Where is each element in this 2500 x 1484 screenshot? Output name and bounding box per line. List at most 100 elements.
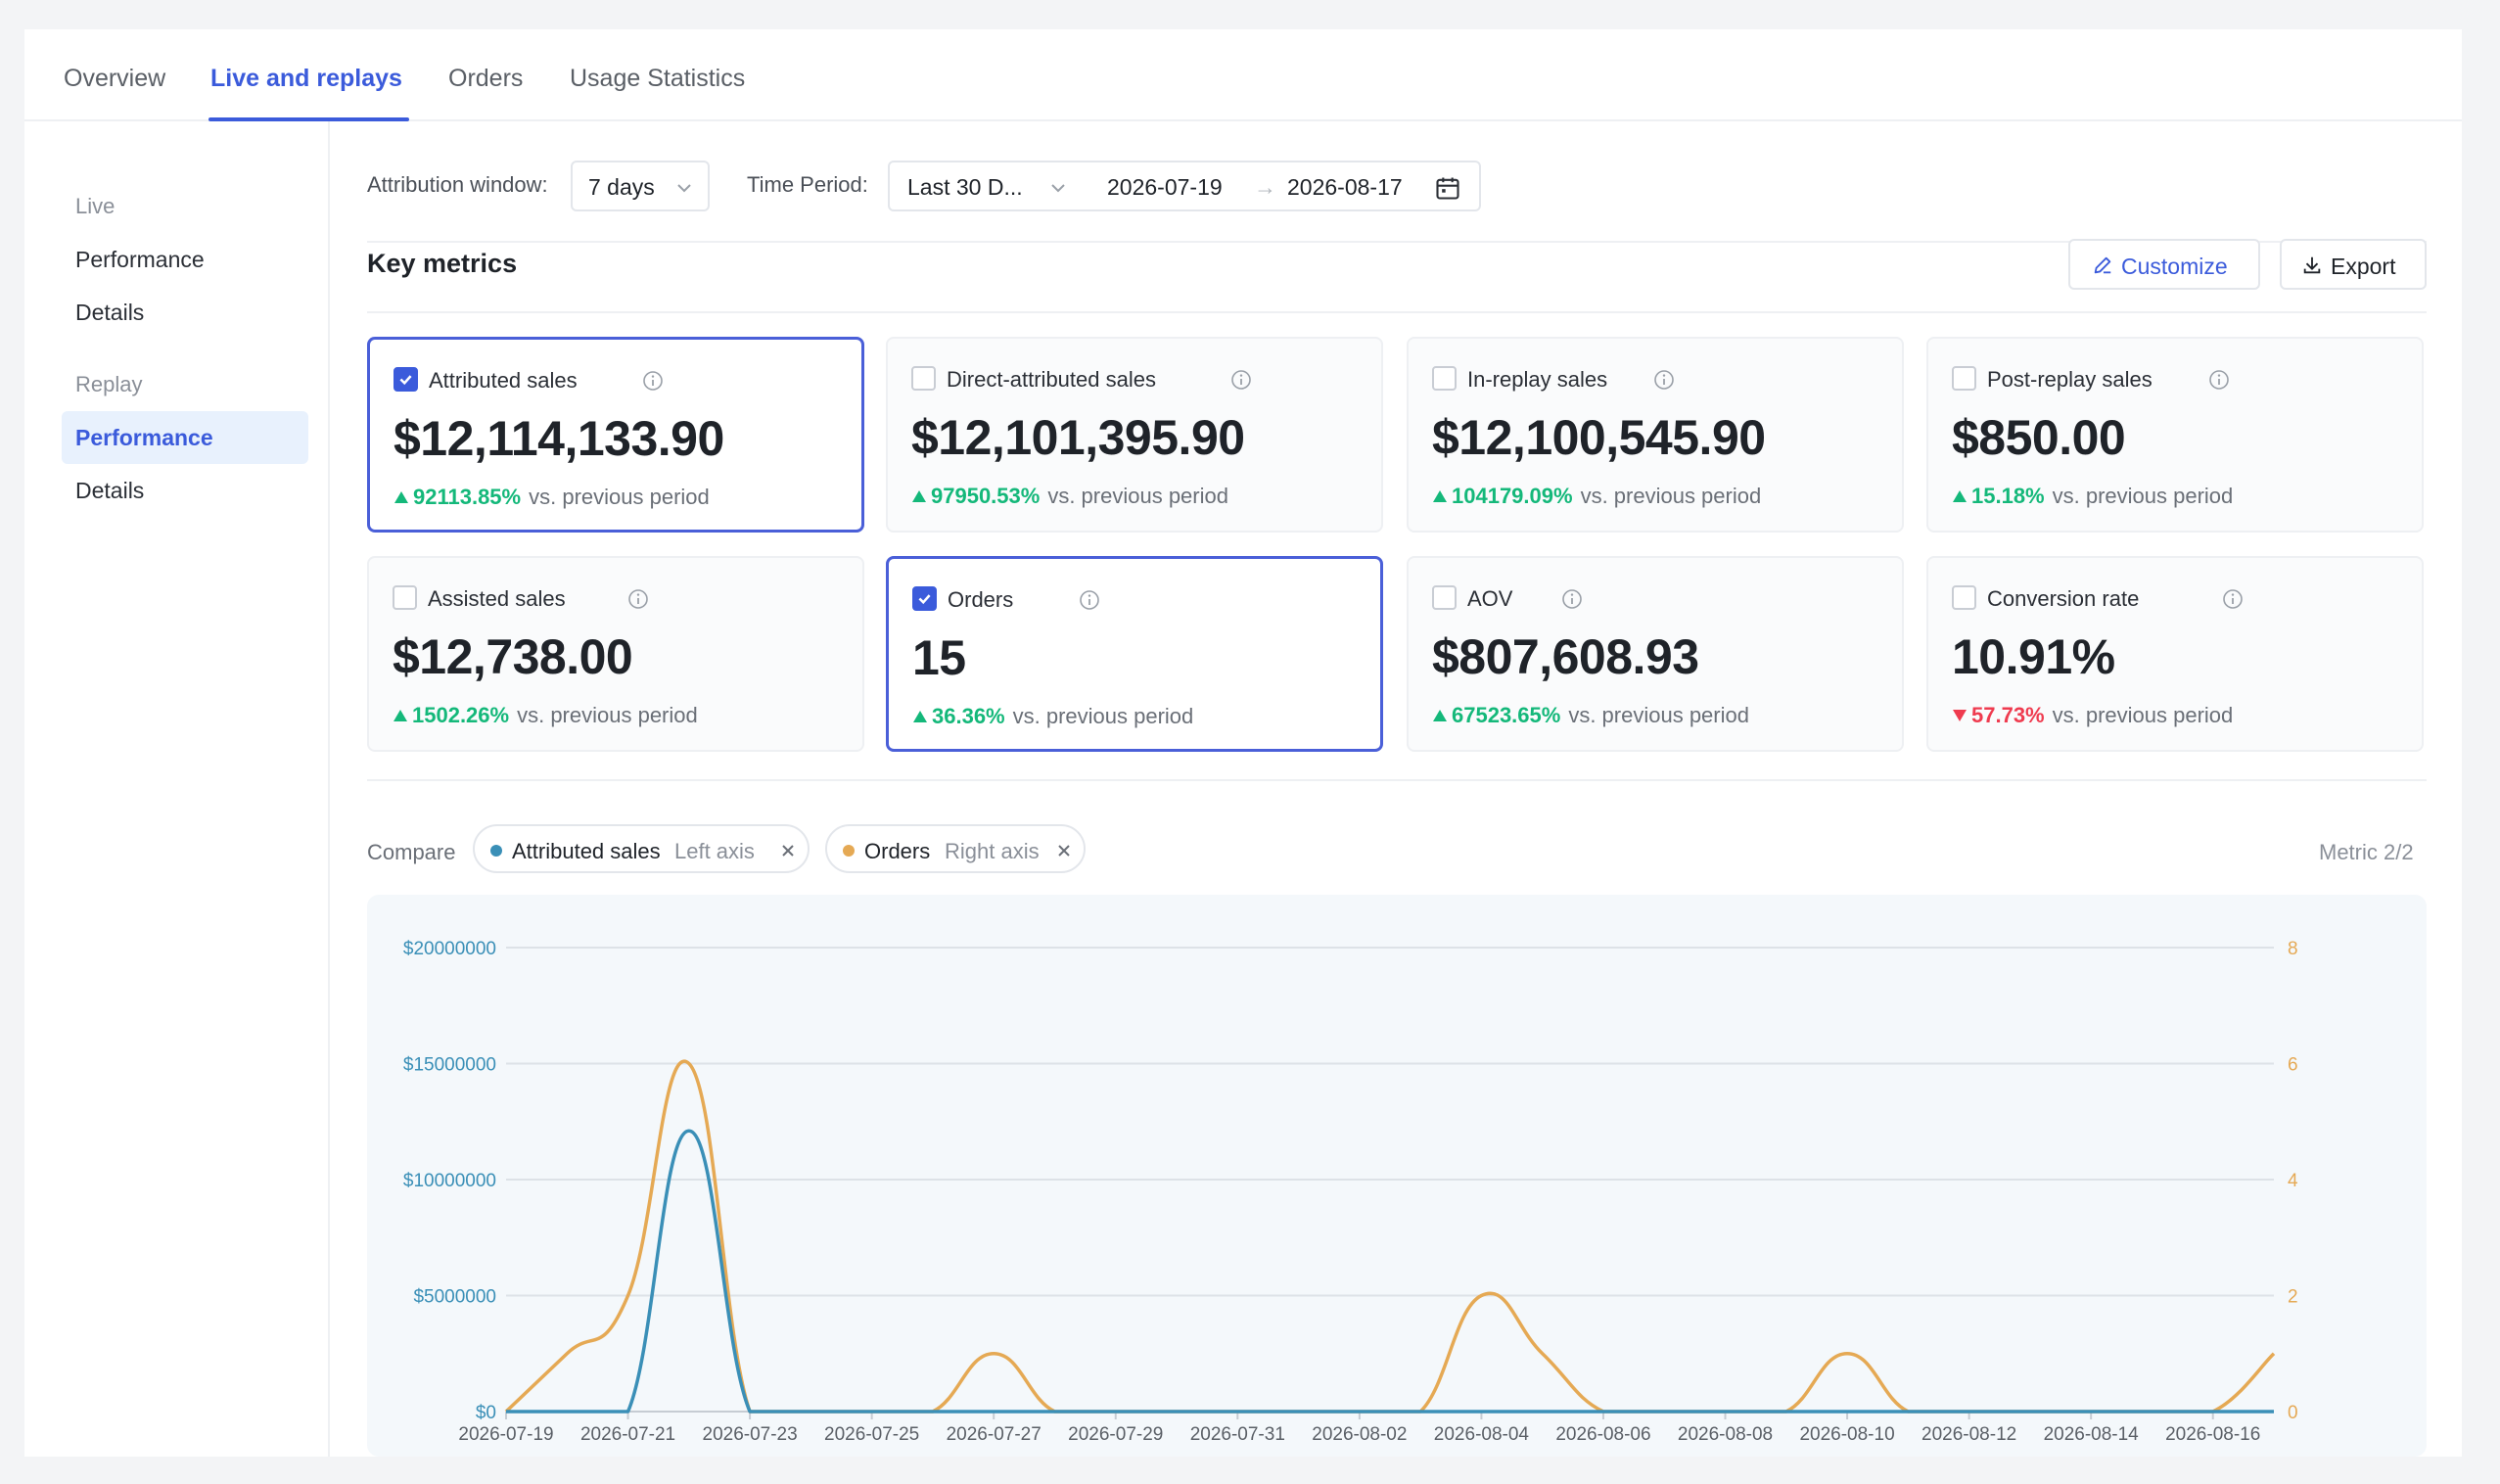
metric-label: In-replay sales xyxy=(1467,367,1608,392)
download-icon xyxy=(2303,256,2321,274)
vs-previous-period: vs. previous period xyxy=(529,485,710,509)
sidebar-group-live: Live xyxy=(75,194,116,218)
time-period-value[interactable]: Last 30 D... xyxy=(907,174,1023,200)
checkbox[interactable] xyxy=(1952,585,1976,610)
series-color-dot xyxy=(490,845,502,857)
close-icon[interactable] xyxy=(1054,841,1074,860)
x-tick-label: 2026-07-23 xyxy=(703,1424,798,1445)
y-left-tick-label: $0 xyxy=(476,1403,496,1423)
close-icon[interactable] xyxy=(778,841,798,860)
metric-change: 1502.26% vs. previous period xyxy=(393,703,698,728)
metric-change: 15.18% vs. previous period xyxy=(1952,484,2233,509)
checkbox-checked[interactable] xyxy=(912,586,937,611)
x-tick-label: 2026-07-21 xyxy=(580,1424,675,1445)
info-icon[interactable] xyxy=(2222,588,2244,610)
sidebar-item-live-performance[interactable]: Performance xyxy=(75,247,205,272)
metric-card[interactable]: Orders 15 36.36% vs. previous period xyxy=(886,556,1383,752)
x-tick-label: 2026-08-08 xyxy=(1678,1424,1773,1445)
vs-previous-period: vs. previous period xyxy=(1568,703,1749,727)
compare-chip-orders[interactable]: Orders Right axis xyxy=(825,824,1086,873)
metric-card[interactable]: In-replay sales $12,100,545.90 104179.09% v… xyxy=(1407,337,1904,533)
export-button[interactable]: Export xyxy=(2280,239,2427,290)
checkmark-icon xyxy=(918,594,931,605)
date-end[interactable]: 2026-08-17 xyxy=(1287,174,1403,200)
tab-overview[interactable]: Overview xyxy=(64,65,166,92)
pencil-icon xyxy=(2094,256,2111,274)
vs-previous-period: vs. previous period xyxy=(517,703,698,727)
metric-label: Direct-attributed sales xyxy=(947,367,1156,392)
checkbox[interactable] xyxy=(911,366,936,391)
sidebar-item-replay-details[interactable]: Details xyxy=(75,478,145,503)
compare-chip-attributed-sales[interactable]: Attributed sales Left axis xyxy=(473,824,810,873)
metric-value: $12,738.00 xyxy=(393,629,633,684)
triangle-up-icon xyxy=(1433,490,1447,502)
time-period-picker: Last 30 D... 2026-07-19 → 2026-08-17 xyxy=(888,161,1481,211)
date-range-arrow: → xyxy=(1254,174,1276,200)
chevron-down-icon[interactable] xyxy=(1046,176,1070,200)
tab-orders[interactable]: Orders xyxy=(448,65,524,92)
triangle-up-icon xyxy=(1953,490,1967,502)
info-icon[interactable] xyxy=(1561,588,1583,610)
customize-button[interactable]: Customize xyxy=(2068,239,2260,290)
trend-chart-svg: $0 $5000000 $10000000 $15000000 $20000000 0 2 4… xyxy=(403,939,2298,1445)
info-icon[interactable] xyxy=(2208,369,2230,391)
attribution-window-select[interactable]: 7 days xyxy=(571,161,710,211)
top-tabs: Overview Live and replays Orders Usage S… xyxy=(24,29,2462,121)
metric-value: $807,608.93 xyxy=(1432,629,1699,684)
x-tick-label: 2026-08-04 xyxy=(1434,1424,1530,1445)
export-button-label: Export xyxy=(2331,254,2396,279)
x-tick-label: 2026-08-16 xyxy=(2165,1424,2260,1445)
checkbox-checked[interactable] xyxy=(394,367,418,392)
metric-card[interactable]: AOV $807,608.93 67523.65% vs. previous peri… xyxy=(1407,556,1904,752)
attribution-window-label: Attribution window: xyxy=(367,172,548,197)
metric-label: Assisted sales xyxy=(428,586,566,611)
triangle-up-icon xyxy=(913,711,927,722)
x-tick-label: 2026-08-06 xyxy=(1555,1424,1650,1445)
metric-card[interactable]: Assisted sales $12,738.00 1502.26% vs. prev… xyxy=(367,556,864,752)
info-icon[interactable] xyxy=(627,588,649,610)
metric-label: Post-replay sales xyxy=(1987,367,2153,392)
sidebar-item-live-details[interactable]: Details xyxy=(75,300,145,325)
checkbox[interactable] xyxy=(1952,366,1976,391)
change-percent: 1502.26% xyxy=(412,703,510,727)
checkbox[interactable] xyxy=(1432,366,1457,391)
sidebar-group-replay: Replay xyxy=(75,372,143,396)
vs-previous-period: vs. previous period xyxy=(1012,704,1194,728)
x-tick-label: 2026-07-27 xyxy=(947,1424,1042,1445)
x-tick-label: 2026-07-25 xyxy=(824,1424,919,1445)
info-icon[interactable] xyxy=(642,370,664,392)
main-panel: Overview Live and replays Orders Usage S… xyxy=(24,29,2462,1457)
y-left-tick-label: $15000000 xyxy=(403,1055,496,1076)
info-icon[interactable] xyxy=(1230,369,1252,391)
y-right-tick-label: 0 xyxy=(2288,1403,2298,1423)
info-icon[interactable] xyxy=(1079,589,1100,611)
compare-label: Compare xyxy=(367,840,456,864)
info-icon[interactable] xyxy=(1653,369,1675,391)
metric-card[interactable]: Direct-attributed sales $12,101,395.90 979… xyxy=(886,337,1383,533)
attribution-window-value: 7 days xyxy=(588,174,655,200)
checkmark-icon xyxy=(399,375,412,386)
metric-count: Metric 2/2 xyxy=(2319,840,2414,864)
tab-live-and-replays[interactable]: Live and replays xyxy=(210,65,402,92)
chip-name: Attributed sales xyxy=(512,839,661,863)
metric-card[interactable]: Post-replay sales $850.00 15.18% vs. previo… xyxy=(1926,337,2424,533)
active-tab-indicator xyxy=(208,117,409,121)
tab-usage-statistics[interactable]: Usage Statistics xyxy=(570,65,746,92)
metric-card[interactable]: Attributed sales $12,114,133.90 92113.85% v… xyxy=(367,337,864,533)
sidebar-item-replay-performance[interactable]: Performance xyxy=(62,411,308,464)
trend-chart: $0 $5000000 $10000000 $15000000 $20000000 0 2 4… xyxy=(367,895,2427,1457)
calendar-icon[interactable] xyxy=(1434,174,1461,202)
checkbox[interactable] xyxy=(393,585,417,610)
metric-value: 15 xyxy=(912,630,966,685)
change-percent: 36.36% xyxy=(932,704,1005,728)
x-tick-label: 2026-08-12 xyxy=(1921,1424,2016,1445)
y-left-tick-label: $5000000 xyxy=(413,1287,496,1308)
checkbox[interactable] xyxy=(1432,585,1457,610)
y-right-tick-label: 2 xyxy=(2288,1287,2298,1308)
x-tick-label: 2026-07-29 xyxy=(1068,1424,1163,1445)
change-percent: 57.73% xyxy=(1971,703,2045,727)
metric-value: $12,114,133.90 xyxy=(394,411,724,466)
metric-label: Conversion rate xyxy=(1987,586,2140,611)
date-start[interactable]: 2026-07-19 xyxy=(1107,174,1223,200)
metric-card[interactable]: Conversion rate 10.91% 57.73% vs. previous … xyxy=(1926,556,2424,752)
